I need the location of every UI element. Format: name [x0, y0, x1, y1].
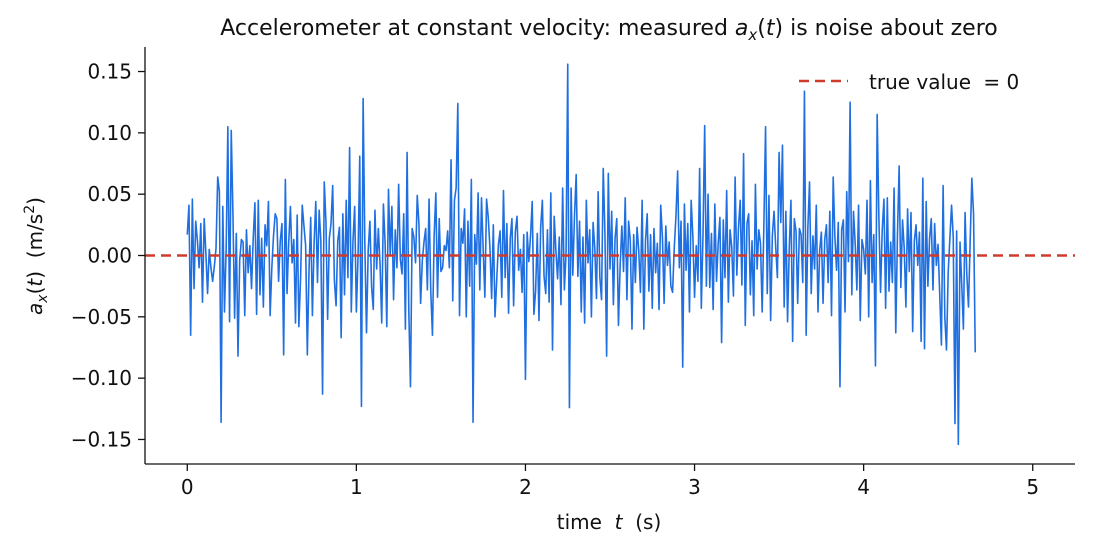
title-a: a — [735, 16, 748, 41]
title-text-1: Accelerometer at constant velocity: meas… — [220, 16, 735, 41]
x-tick-label: 2 — [519, 475, 532, 499]
ylabel-sup-2: 2 — [22, 205, 38, 214]
x-tick-label: 0 — [181, 475, 194, 499]
plot-area — [145, 63, 1075, 446]
y-tick-label: 0.10 — [87, 121, 132, 145]
ylabel-sub-x: x — [35, 294, 51, 304]
title-sub-x: x — [747, 26, 757, 44]
title-t: t — [766, 16, 776, 41]
legend: true value = 0 — [799, 70, 1019, 94]
chart-title: Accelerometer at constant velocity: meas… — [220, 16, 998, 44]
x-tick-label: 4 — [857, 475, 870, 499]
xlabel-t: t — [615, 510, 624, 534]
ylabel-units: ) (m/s — [23, 214, 47, 279]
legend-label-reference: true value = 0 — [869, 70, 1019, 94]
y-tick-label: 0.00 — [87, 244, 132, 268]
xlabel-text-1: time — [557, 510, 615, 534]
ylabel-close: ) — [23, 197, 47, 205]
x-ticks: 0 1 2 3 4 5 — [181, 464, 1039, 499]
y-tick-label: −0.15 — [71, 427, 132, 451]
y-tick-label: 0.05 — [87, 182, 132, 206]
xlabel-text-2: (s) — [623, 510, 662, 534]
legend-label-eq: = 0 — [983, 70, 1019, 94]
ylabel-paren-open: ( — [23, 287, 47, 295]
y-tick-label: −0.10 — [71, 366, 132, 390]
y-tick-label: −0.05 — [71, 305, 132, 329]
ylabel-a: a — [23, 303, 47, 315]
series-line-measured — [186, 63, 977, 446]
title-paren-open: ( — [757, 16, 766, 41]
x-tick-label: 1 — [350, 475, 363, 499]
x-tick-label: 3 — [688, 475, 701, 499]
title-text-2: ) is noise about zero — [775, 16, 998, 41]
legend-label-text: true value — [869, 70, 977, 94]
ylabel-t: t — [23, 278, 47, 287]
series-line-layer — [186, 63, 977, 446]
x-axis-label: time t (s) — [557, 510, 662, 534]
y-axis-label: ax(t) (m/s2) — [22, 197, 51, 315]
y-tick-label: 0.15 — [87, 60, 132, 84]
x-tick-label: 5 — [1026, 475, 1039, 499]
y-ticks: −0.15 −0.10 −0.05 0.00 0.05 0.10 0.15 — [71, 60, 145, 451]
